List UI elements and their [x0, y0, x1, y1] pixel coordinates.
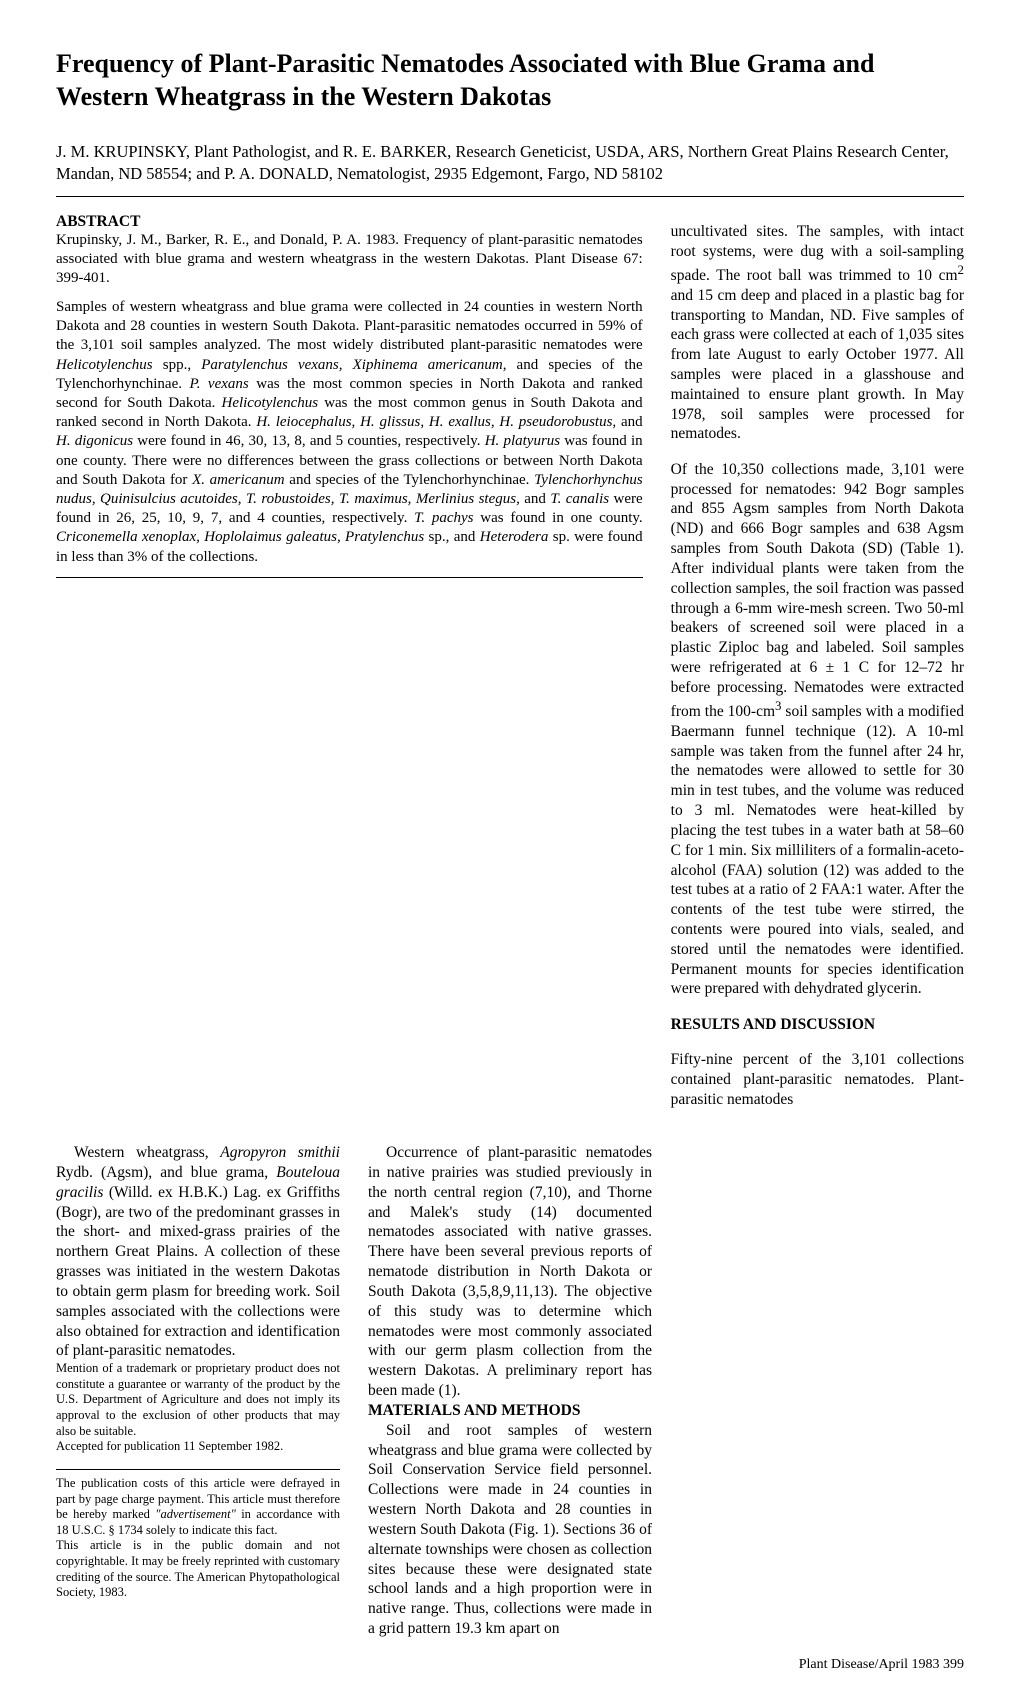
page-footer: Plant Disease/April 1983 399: [56, 1657, 964, 1673]
footnote-pagecharge: The publication costs of this article we…: [56, 1476, 340, 1539]
footnote-rule: [56, 1469, 340, 1470]
footnote-accepted: Accepted for publication 11 September 19…: [56, 1439, 340, 1455]
abstract-body: Samples of western wheatgrass and blue g…: [56, 298, 643, 567]
abstract-block: ABSTRACT Krupinsky, J. M., Barker, R. E.…: [56, 207, 643, 1126]
column-2: Occurrence of plant-parasitic nematodes …: [368, 1143, 652, 1639]
results-p1: Fifty-nine percent of the 3,101 collecti…: [671, 1050, 964, 1109]
results-head-label: RESULTS AND DISCUSSION: [671, 1016, 875, 1033]
footnote-trademark: Mention of a trademark or proprietary pr…: [56, 1361, 340, 1439]
article-title: Frequency of Plant-Parasitic Nematodes A…: [56, 48, 964, 113]
right-column-continuation: uncultivated sites. The samples, with in…: [671, 207, 964, 1126]
right-col-p1: uncultivated sites. The samples, with in…: [671, 222, 964, 444]
abstract-heading: ABSTRACT: [56, 213, 643, 231]
materials-heading: MATERIALS AND METHODS: [368, 1401, 652, 1421]
col2-p2: Soil and root samples of western wheatgr…: [368, 1421, 652, 1639]
column-1: Western wheatgrass, Agropyron smithii Ry…: [56, 1143, 340, 1639]
right-col-p2: Of the 10,350 collections made, 3,101 we…: [671, 460, 964, 1000]
abstract-citation: Krupinsky, J. M., Barker, R. E., and Don…: [56, 231, 643, 289]
col1-p1: Western wheatgrass, Agropyron smithii Ry…: [56, 1143, 340, 1361]
body-columns: Western wheatgrass, Agropyron smithii Ry…: [56, 1143, 964, 1639]
author-line: J. M. KRUPINSKY, Plant Pathologist, and …: [56, 141, 964, 186]
materials-head-label: MATERIALS AND METHODS: [368, 1402, 580, 1419]
top-rule: [56, 196, 964, 197]
footnote-publicdomain: This article is in the public domain and…: [56, 1538, 340, 1601]
abstract-and-rightcol: ABSTRACT Krupinsky, J. M., Barker, R. E.…: [56, 207, 964, 1126]
column-3-spacer: [680, 1143, 964, 1639]
abstract-bottom-rule: [56, 577, 643, 578]
results-heading: RESULTS AND DISCUSSION: [671, 1015, 964, 1035]
col2-p1: Occurrence of plant-parasitic nematodes …: [368, 1143, 652, 1401]
